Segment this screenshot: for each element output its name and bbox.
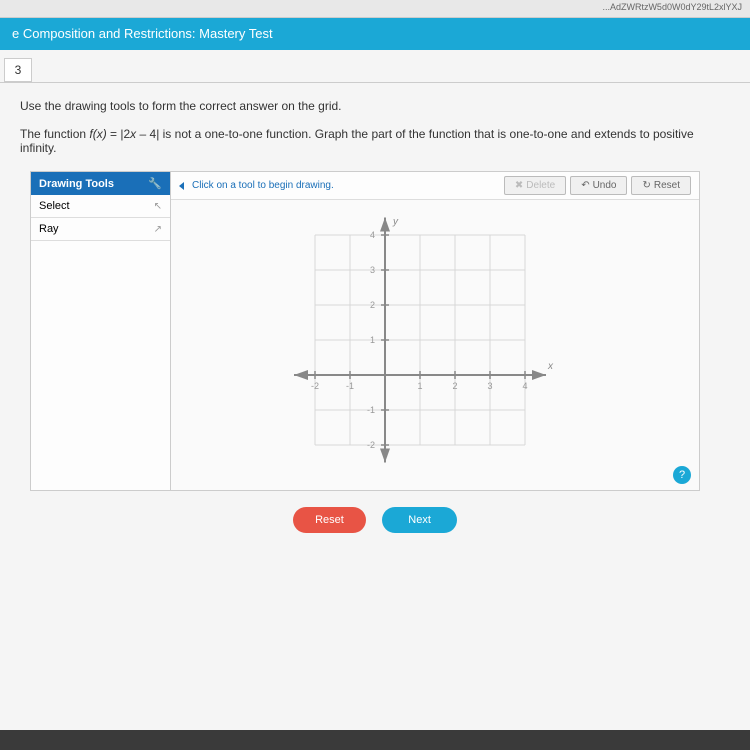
svg-text:2: 2: [370, 300, 375, 310]
next-button[interactable]: Next: [382, 507, 457, 533]
question-number-tab[interactable]: 3: [4, 58, 32, 82]
canvas-toolbar: Click on a tool to begin drawing. ✖ Dele…: [171, 172, 699, 200]
collapse-icon[interactable]: [179, 182, 184, 190]
graph-canvas[interactable]: -2 -1 1 2 3 4 1 2 3 4 -1 -2 x y ?: [171, 200, 699, 490]
svg-text:y: y: [392, 217, 399, 228]
svg-text:3: 3: [487, 381, 492, 391]
svg-text:-1: -1: [346, 381, 354, 391]
svg-text:4: 4: [522, 381, 527, 391]
svg-text:-2: -2: [311, 381, 319, 391]
select-icon: ↖: [154, 201, 162, 212]
reset-canvas-button[interactable]: ↻ Reset: [631, 176, 691, 195]
toolbar-hint: Click on a tool to begin drawing.: [188, 180, 500, 191]
wrench-icon[interactable]: 🔧: [148, 177, 162, 190]
tool-ray[interactable]: Ray ↗: [31, 218, 170, 241]
svg-text:x: x: [547, 361, 554, 372]
svg-text:3: 3: [370, 265, 375, 275]
undo-button[interactable]: ↶ Undo: [570, 176, 627, 195]
svg-text:1: 1: [370, 335, 375, 345]
tool-select[interactable]: Select ↖: [31, 195, 170, 218]
reset-button[interactable]: Reset: [293, 507, 366, 533]
ray-icon: ↗: [154, 224, 162, 235]
question-text: The function f(x) = |2x – 4| is not a on…: [20, 127, 730, 155]
instruction-text: Use the drawing tools to form the correc…: [20, 99, 730, 113]
url-bar: ...AdZWRtzW5d0W0dY29tL2xlYXJ: [0, 0, 750, 18]
tools-header: Drawing Tools 🔧: [31, 172, 170, 195]
delete-button[interactable]: ✖ Delete: [504, 176, 566, 195]
svg-text:-1: -1: [367, 405, 375, 415]
svg-text:1: 1: [417, 381, 422, 391]
svg-text:2: 2: [452, 381, 457, 391]
help-icon[interactable]: ?: [673, 466, 691, 484]
page-header: e Composition and Restrictions: Mastery …: [0, 18, 750, 50]
drawing-widget: Drawing Tools 🔧 Select ↖ Ray ↗: [30, 171, 700, 491]
svg-text:-2: -2: [367, 440, 375, 450]
tools-panel: Drawing Tools 🔧 Select ↖ Ray ↗: [31, 172, 171, 490]
svg-text:4: 4: [370, 230, 375, 240]
